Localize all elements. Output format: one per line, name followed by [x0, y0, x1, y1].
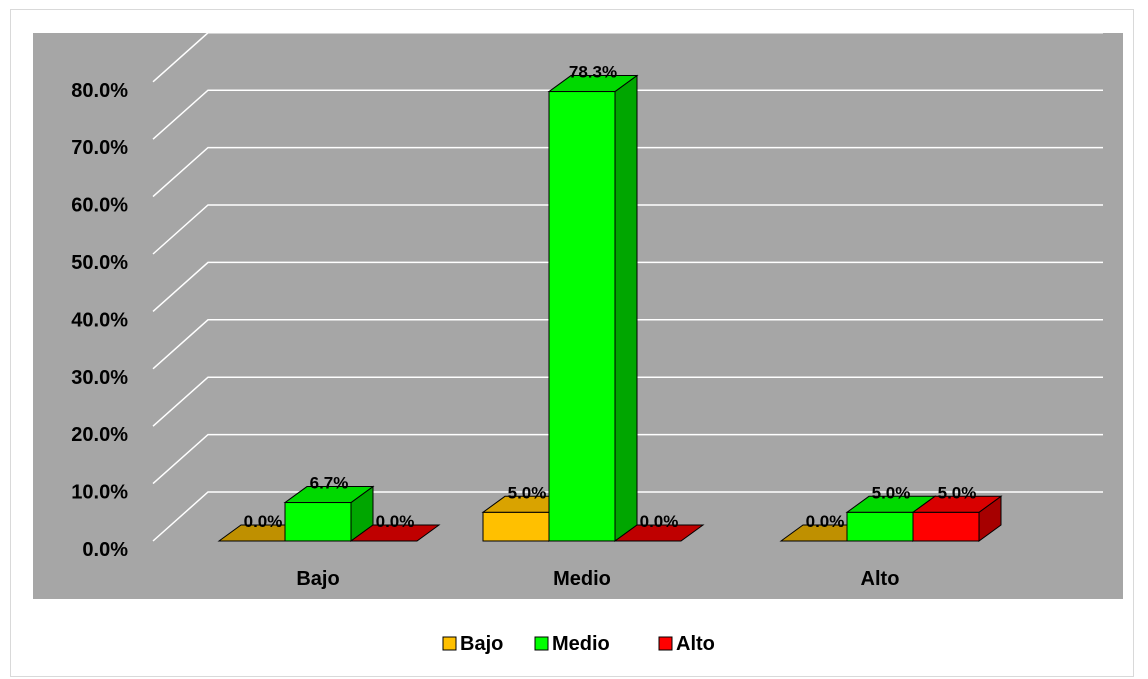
gridline [152, 32, 1103, 83]
data-label: 78.3% [569, 63, 617, 82]
legend: Bajo Medio Alto [442, 633, 715, 655]
gridlines [152, 32, 1103, 542]
data-label: 0.0% [640, 512, 679, 531]
data-labels: 0.0% 6.7% 0.0% 5.0% 78.3% 0.0% 0.0% 5.0% 5.0% [244, 63, 977, 531]
x-category-label: Bajo [296, 568, 339, 590]
bar-top [911, 495, 1003, 513]
legend-swatch [658, 636, 673, 651]
y-tick-label: 30.0% [71, 367, 128, 389]
bar-alto-alto [911, 495, 1003, 542]
bar-flat [613, 524, 705, 542]
gridline [152, 491, 1103, 542]
bar-alto-medio [613, 524, 705, 542]
bar-flat [349, 524, 441, 542]
y-tick-label: 80.0% [71, 80, 128, 102]
gridline [152, 89, 1103, 140]
bar-front [482, 511, 550, 542]
bar-top [547, 75, 639, 93]
bar-medio-medio [547, 74, 639, 542]
gridline [152, 146, 1103, 198]
data-label: 0.0% [244, 512, 283, 531]
bars [217, 74, 1003, 542]
legend-swatch [442, 636, 457, 651]
y-tick-label: 60.0% [71, 195, 128, 217]
gridline [152, 261, 1103, 312]
y-tick-label: 20.0% [71, 424, 128, 446]
bar-front [548, 91, 616, 542]
bar-front [846, 511, 914, 542]
bar-alto-bajo [349, 524, 441, 542]
gridline [152, 204, 1103, 255]
legend-item-alto: Alto [658, 633, 715, 655]
data-label: 5.0% [872, 483, 911, 502]
y-tick-label: 10.0% [71, 482, 128, 504]
bar-medio-bajo [283, 485, 375, 542]
y-tick-label: 0.0% [82, 539, 128, 561]
legend-item-medio: Medio [534, 633, 610, 655]
legend-label: Alto [676, 633, 715, 655]
bar-top [283, 486, 375, 504]
gridline [152, 376, 1103, 427]
data-label: 6.7% [310, 474, 349, 493]
legend-item-bajo: Bajo [442, 633, 503, 655]
y-tick-label: 70.0% [71, 137, 128, 159]
x-category-label: Alto [861, 568, 900, 590]
x-category-label: Medio [553, 568, 611, 590]
legend-label: Medio [552, 633, 610, 655]
bar-front [284, 502, 352, 542]
bar-front [912, 511, 980, 542]
y-tick-label: 50.0% [71, 252, 128, 274]
gridline [152, 319, 1103, 370]
data-label: 5.0% [938, 483, 977, 502]
data-label: 0.0% [376, 512, 415, 531]
bar-side [614, 74, 638, 542]
y-axis-ticks: 0.0% 10.0% 20.0% 30.0% 40.0% 50.0% 60.0% 70.0% 8… [71, 80, 128, 561]
data-label: 5.0% [508, 483, 547, 502]
legend-swatch [534, 636, 549, 651]
x-axis-categories: Bajo Medio Alto [296, 568, 899, 590]
y-tick-label: 40.0% [71, 309, 128, 331]
gridline [152, 433, 1103, 485]
legend-label: Bajo [460, 633, 503, 655]
data-label: 0.0% [806, 512, 845, 531]
